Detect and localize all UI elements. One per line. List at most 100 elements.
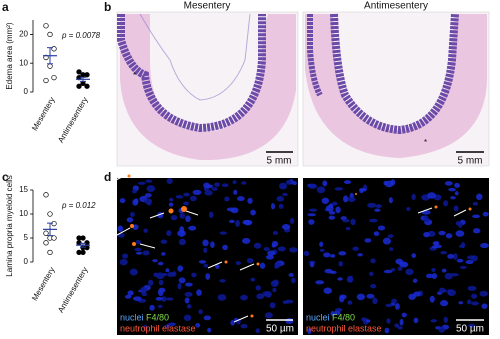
nucleus [196,289,202,296]
nucleus [307,327,312,335]
nucleus [370,258,376,264]
nucleus [166,178,173,184]
nucleus [141,292,148,297]
nucleus [324,268,333,274]
nucleus [352,246,359,251]
nucleus [247,197,253,204]
nucleus [232,180,237,185]
legend-text: F4/80 [146,312,169,322]
nucleus [130,211,135,218]
data-point [51,235,57,241]
nucleus [219,231,227,235]
data-point [43,240,49,246]
nucleus [383,180,388,186]
nucleus [432,241,439,246]
nucleus [144,193,152,198]
nucleus [440,251,447,255]
nucleus [153,272,158,277]
stain-spots [127,174,472,318]
nucleus [454,182,460,188]
nucleus [345,226,351,231]
nucleus [444,181,453,186]
nucleus [377,225,386,231]
nucleus [471,301,479,306]
nucleus [241,181,247,185]
nucleus [263,247,270,252]
nucleus [480,242,489,249]
x-tick-label: Antimesentery [56,266,89,315]
nucleus [178,277,186,284]
nucleus [215,264,220,269]
nucleus [224,196,230,202]
nucleus [453,253,458,260]
nucleus [335,206,341,214]
nucleus [175,194,184,199]
nucleus [288,273,294,277]
nucleus [143,324,148,331]
nucleus [356,293,366,301]
nucleus [373,231,380,237]
image-title: Mesentery [184,1,231,12]
nucleus [267,250,276,256]
nucleus [372,297,378,305]
nucleus [165,268,170,273]
y-axis-title: Edema area (mm²) [5,22,14,89]
nucleus [142,250,150,256]
data-point [43,77,49,84]
nucleus [272,287,277,293]
nucleus [134,247,142,252]
nucleus [290,277,296,284]
nucleus [166,230,172,237]
nucleus [411,253,417,259]
nucleus [307,213,316,217]
nucleus [443,200,449,207]
nucleus [137,181,146,185]
nucleus [210,241,215,248]
nucleus [255,328,261,334]
asterisk: * [424,138,427,147]
nucleus [152,259,158,263]
nucleus [397,326,403,330]
nucleus [412,278,418,283]
nucleus [468,323,476,328]
y-tick-label: 20 [19,30,28,39]
nucleus [423,232,430,238]
nucleus [207,327,212,333]
nucleus [366,293,375,299]
nucleus [309,261,315,268]
x-tick-label: Mesentery [30,266,56,303]
nucleus [439,287,446,294]
nucleus [339,295,345,303]
y-tick-label: 15 [19,185,28,194]
nucleus [272,231,279,236]
nucleus [458,301,463,305]
nucleus [191,272,197,278]
nucleus [203,263,209,268]
nucleus [270,203,276,210]
scale-bar-label: 50 µm [456,324,484,335]
histology-image [302,11,490,167]
nucleus [389,247,394,252]
nucleus [447,289,452,295]
nucleus [431,273,437,280]
panel-label: a [2,0,9,14]
nucleus [282,192,288,197]
nucleus [391,298,398,304]
x-tick-label: Mesentery [30,96,56,133]
nucleus [322,180,328,187]
nucleus [276,195,285,202]
nucleus [413,291,421,297]
nucleus [441,268,447,273]
legend-text: F4/80 [332,312,355,322]
nucleus [146,185,156,193]
y-tick-label: 0 [24,87,29,96]
nucleus [240,324,248,329]
nucleus [203,315,211,321]
nucleus [127,290,134,296]
nucleus [385,303,394,307]
nucleus [135,239,141,245]
legend-text: nuclei [120,312,144,322]
nucleus [323,252,331,258]
y-axis-title: Lamina propria myeloid cells [5,175,14,276]
